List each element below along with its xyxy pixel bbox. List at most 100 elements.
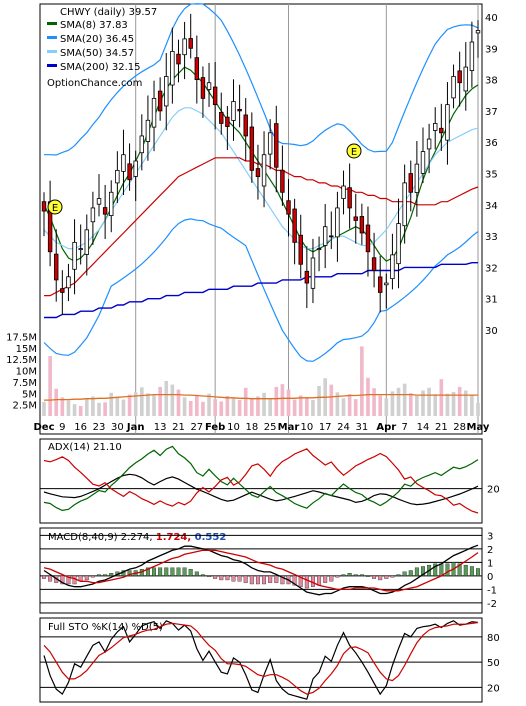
- price-y-tick: 33: [485, 232, 498, 243]
- volume-bar: [433, 394, 438, 416]
- volume-bar: [201, 401, 205, 416]
- macd-histogram-bar: [292, 575, 297, 586]
- candle: [304, 246, 310, 309]
- macd-series-line: [43, 544, 479, 596]
- volume-bar: [127, 394, 132, 416]
- legend-swatch-sma50: [47, 50, 57, 53]
- candles: [41, 13, 481, 315]
- svg-text:E: E: [351, 147, 357, 158]
- macd-histogram-bar: [341, 574, 346, 577]
- legend-sma8: SMA(8) 37.83: [60, 20, 128, 31]
- volume-bar: [457, 386, 462, 416]
- volume-bar: [219, 401, 224, 416]
- macd-series-line: [43, 549, 479, 592]
- sto-panel-frame: [39, 617, 483, 703]
- macd-histogram-bar: [255, 575, 260, 585]
- y-tick: -1: [487, 585, 497, 596]
- bollinger-upper: [44, 3, 479, 156]
- volume-bar: [152, 395, 156, 416]
- macd-histogram-bar: [274, 575, 279, 583]
- macd-histogram-bar: [390, 575, 395, 578]
- x-tick-label: Feb: [205, 422, 225, 433]
- macd-histogram-bar: [194, 571, 199, 577]
- candle: [298, 214, 303, 279]
- macd-histogram-bar: [384, 575, 389, 579]
- volume-bar: [97, 402, 101, 416]
- price-panel-frame: [39, 3, 483, 435]
- candle: [182, 21, 187, 80]
- macd-histogram-bar: [280, 575, 285, 585]
- adx-series-line: [43, 448, 479, 514]
- event-marker-2: E: [346, 143, 362, 159]
- candle: [365, 206, 371, 277]
- macd-histogram-bar: [310, 575, 315, 587]
- candle: [347, 163, 352, 229]
- volume-bar: [408, 393, 413, 416]
- candle: [255, 144, 261, 200]
- macd-histogram-bar: [457, 563, 462, 577]
- y-tick: 20: [487, 683, 500, 694]
- volume-bar: [421, 390, 425, 416]
- legend-sma200: SMA(200) 32.15: [60, 62, 141, 73]
- x-tick-label: 10: [227, 422, 240, 433]
- x-tick-label: 21: [435, 422, 448, 433]
- macd-histogram-bar: [145, 567, 150, 577]
- volume-bar: [311, 400, 315, 416]
- volume-bar: [402, 383, 407, 416]
- macd-histogram-bar: [268, 575, 273, 583]
- price-legend: CHWY (daily) 39.57 SMA(8) 37.83 SMA(20) …: [47, 7, 157, 89]
- candle: [316, 236, 322, 272]
- candle: [41, 192, 47, 237]
- y-tick: 2: [487, 545, 493, 556]
- candle: [457, 51, 462, 107]
- sto-series-line: [43, 620, 479, 700]
- macd-histogram-bar: [152, 567, 156, 577]
- volume-bar: [170, 384, 175, 416]
- macd-histogram-bar: [66, 575, 71, 585]
- macd-histogram-bar: [433, 563, 438, 577]
- macd-histogram-bar: [323, 575, 328, 583]
- svg-text:E: E: [52, 203, 58, 214]
- volume-bar: [66, 400, 71, 416]
- x-tick-label: 17: [319, 422, 332, 433]
- volume-bar: [158, 386, 162, 416]
- x-tick-label: 16: [74, 422, 87, 433]
- candle: [292, 198, 297, 265]
- candle: [433, 107, 438, 150]
- volume-bar: [176, 389, 181, 416]
- macd-panel-frame: [39, 527, 483, 614]
- line-sma8: [43, 66, 479, 262]
- macd-histogram-bar: [366, 575, 370, 577]
- macd-histogram-bar: [298, 575, 303, 587]
- volume-bar: [231, 397, 236, 416]
- macd-histogram-bar: [48, 575, 53, 582]
- candle: [384, 273, 389, 309]
- adx-series-line: [43, 473, 479, 506]
- volume-bar: [72, 404, 77, 416]
- macd-signal-value: 1.724,: [156, 532, 195, 543]
- candle: [335, 191, 340, 262]
- x-tick-label: 10: [300, 422, 313, 433]
- macd-histogram-bar: [84, 575, 89, 581]
- volume-y-tick: 5M: [22, 389, 37, 400]
- y-tick: 80: [487, 633, 500, 644]
- volume-bar: [237, 400, 242, 416]
- candle: [200, 66, 206, 118]
- volume-bar: [146, 393, 150, 416]
- legend-swatch-sma20: [47, 36, 57, 39]
- volume-bar: [341, 398, 346, 416]
- volume-bar: [207, 393, 211, 416]
- candle: [145, 95, 151, 161]
- volume-bar: [115, 396, 120, 416]
- volume-sma: [44, 393, 478, 401]
- x-tick-label: 30: [111, 422, 124, 433]
- candle: [96, 174, 102, 217]
- macd-histogram-bar: [60, 575, 65, 585]
- event-marker-1: E: [47, 199, 63, 215]
- macd-histogram-bar: [335, 575, 340, 578]
- volume-bar: [48, 355, 52, 416]
- volume-bar: [182, 397, 187, 416]
- x-tick-label: 31: [355, 422, 368, 433]
- volume-bar: [298, 395, 303, 416]
